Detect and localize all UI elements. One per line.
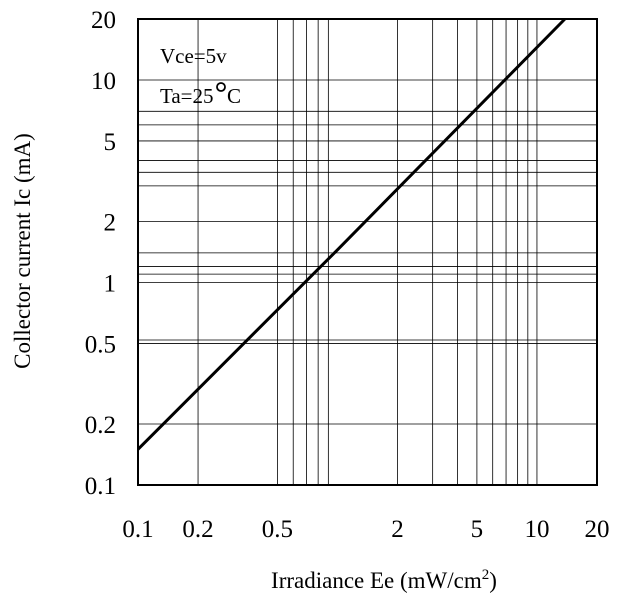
x-tick-label: 5 — [471, 516, 484, 543]
x-axis-label-tail: ) — [489, 568, 497, 593]
y-tick-label: 1 — [104, 270, 117, 297]
grid-lines — [138, 19, 597, 485]
y-tick-labels: 0.1 0.2 0.5 1 2 5 10 20 — [85, 7, 116, 500]
x-tick-label: 10 — [524, 516, 549, 543]
condition-ta: Ta=25 — [160, 84, 214, 108]
y-tick-label: 10 — [91, 68, 116, 95]
y-tick-label: 0.1 — [85, 473, 116, 500]
y-tick-label: 5 — [104, 129, 117, 156]
series-line — [136, 17, 566, 451]
condition-ta-unit: C — [227, 84, 241, 108]
x-axis-label: Irradiance Ee (mW/cm2) — [271, 567, 497, 593]
y-tick-label: 0.5 — [85, 331, 116, 358]
x-axis-label-sup: 2 — [482, 567, 490, 583]
x-tick-label: 0.1 — [122, 516, 153, 543]
condition-ta-text: Ta=25 — [160, 84, 214, 108]
y-tick-label: 2 — [104, 210, 117, 237]
x-axis-label-main: Irradiance Ee (mW/cm — [271, 568, 482, 593]
y-axis-label: Collector current Ic (mA) — [10, 133, 35, 369]
degree-icon — [216, 82, 226, 92]
x-tick-label: 0.2 — [182, 516, 213, 543]
x-tick-label: 2 — [391, 516, 404, 543]
condition-vce: Vce=5v — [160, 44, 227, 68]
x-tick-label: 0.5 — [262, 516, 293, 543]
x-tick-labels: 0.1 0.2 0.5 2 5 10 20 — [122, 516, 609, 543]
y-tick-label: 20 — [91, 7, 116, 34]
x-tick-label: 20 — [585, 516, 610, 543]
y-tick-label: 0.2 — [85, 412, 116, 439]
plot-frame — [137, 18, 598, 486]
